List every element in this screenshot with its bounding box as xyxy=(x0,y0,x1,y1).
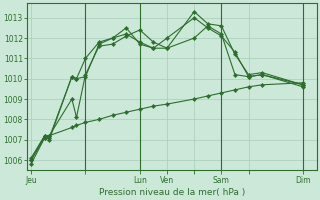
X-axis label: Pression niveau de la mer( hPa ): Pression niveau de la mer( hPa ) xyxy=(99,188,245,197)
